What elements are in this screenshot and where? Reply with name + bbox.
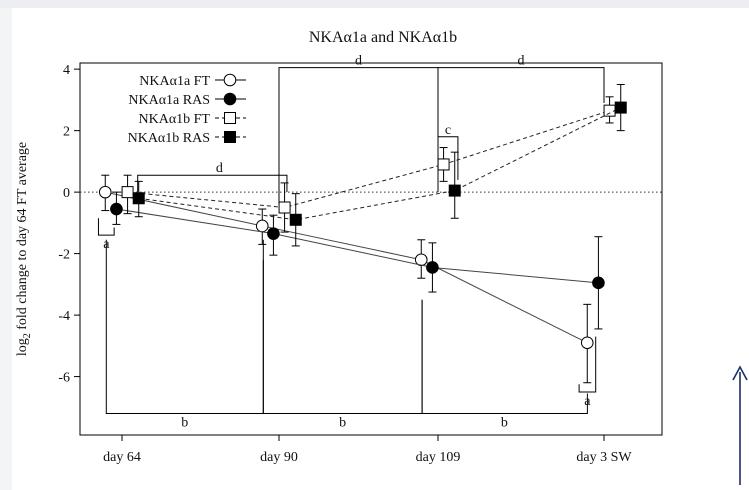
legend-marker-1 — [223, 92, 237, 106]
y-axis-label-main: log — [15, 338, 30, 356]
point-0-3 — [580, 336, 594, 350]
y-tick-label-5: -6 — [58, 371, 70, 386]
legend-marker-3 — [224, 131, 236, 143]
bracket-label-0: d — [216, 161, 223, 176]
bracket-label-5: b — [339, 415, 346, 430]
x-tick-label-2: day 109 — [416, 450, 461, 465]
bracket-1 — [278, 67, 439, 205]
x-tick-label-3: day 3 SW — [576, 450, 632, 465]
legend-label-2: NKAα1b FT — [138, 112, 210, 127]
legend-label-0: NKAα1a FT — [139, 74, 210, 89]
y-axis: 4 2 0 -2 -4 -6 — [58, 63, 80, 386]
point-2-3 — [603, 104, 616, 117]
series-line-1 — [116, 208, 599, 284]
point-3-1 — [289, 213, 302, 226]
bracket-label-3: c — [445, 123, 451, 138]
point-2-1 — [278, 201, 291, 214]
x-tick-label-0: day 64 — [103, 450, 141, 465]
series-line-0 — [105, 191, 588, 344]
legend-label-1: NKAα1a RAS — [128, 93, 210, 108]
point-3-3 — [614, 101, 627, 114]
point-1-3 — [592, 276, 605, 290]
y-tick-label-3: -2 — [58, 248, 70, 263]
bracket-label-4: b — [181, 415, 188, 430]
point-1-0 — [110, 202, 123, 216]
bracket-3 — [437, 136, 459, 180]
y-tick-label-0: 4 — [63, 63, 70, 78]
y-axis-label: log2 fold change to day 64 FT average — [15, 142, 33, 356]
point-2-0 — [121, 186, 134, 199]
point-2-2 — [437, 158, 450, 171]
legend-marker-0 — [223, 73, 237, 87]
bracket-0 — [137, 174, 288, 193]
bracket-label-2: d — [518, 54, 525, 69]
legend-marker-2 — [224, 112, 236, 124]
bracket-label-6: b — [501, 415, 508, 430]
legend: NKAα1a FT NKAα1a RAS NKAα1b FT NKAα1b RAS — [128, 73, 246, 146]
point-0-1 — [255, 219, 269, 233]
bracket-8 — [578, 336, 597, 393]
x-axis: day 64 day 90 day 109 day 3 SW — [103, 435, 632, 465]
point-0-0 — [98, 185, 112, 199]
y-tick-label-2: 0 — [63, 186, 70, 201]
point-3-0 — [132, 192, 145, 205]
bracket-5 — [262, 239, 423, 414]
bracket-label-1: d — [355, 54, 362, 69]
bracket-6 — [421, 299, 588, 414]
chart-title: NKAα1a and NKAα1b — [309, 29, 457, 46]
y-tick-label-1: 2 — [63, 125, 70, 140]
series-line-3 — [138, 107, 621, 221]
bracket-label-8: a — [584, 394, 591, 409]
page-edge — [0, 0, 749, 8]
y-tick-label-4: -4 — [58, 309, 70, 324]
figure-card — [12, 8, 749, 490]
bracket-2 — [437, 67, 605, 193]
series-layer — [98, 84, 627, 384]
bracket-4 — [105, 239, 264, 414]
up-arrow-icon — [732, 365, 748, 485]
x-tick-label-1: day 90 — [260, 450, 298, 465]
bracket-7 — [97, 218, 115, 236]
plot-area — [79, 62, 663, 436]
point-1-2 — [426, 261, 439, 274]
series-line-2 — [127, 110, 610, 209]
significance-brackets: d d d c b b b a a — [97, 54, 605, 430]
bracket-label-7: a — [103, 237, 110, 252]
legend-label-3: NKAα1b RAS — [128, 131, 210, 146]
point-3-2 — [448, 184, 461, 197]
point-1-1 — [267, 227, 280, 240]
y-axis-label-sub: 2 — [22, 333, 33, 338]
y-axis-label-rest: fold change to day 64 FT average — [15, 142, 30, 333]
